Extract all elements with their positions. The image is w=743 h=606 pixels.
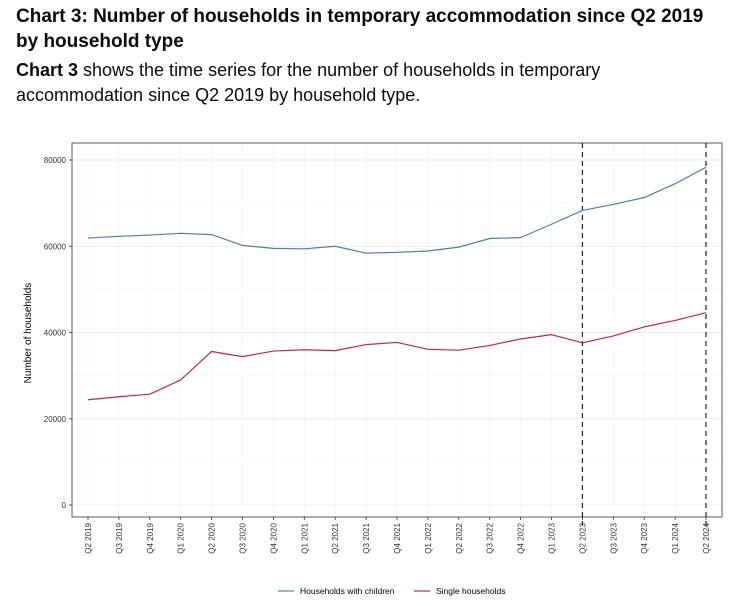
series-line-single-households [87,312,707,401]
x-tick-label: Q2 2021 [331,522,340,553]
x-tick-label: Q1 2021 [300,522,309,553]
y-tick-label: 80000 [44,156,67,165]
x-tick-label: Q2 2020 [208,522,217,553]
x-tick-label: Q4 2022 [517,522,526,553]
x-tick-label: Q2 2019 [84,522,93,553]
axes [69,142,723,520]
gridlines [72,143,722,517]
intro-text: shows the time series for the number of … [16,60,601,105]
x-tick-label: Q3 2022 [486,522,495,553]
x-tick-label: Q3 2020 [239,522,248,553]
x-tick-label: Q1 2023 [548,522,557,553]
legend-label-single-households: Single households [436,586,505,596]
x-tick-label: Q2 2024 [702,522,711,553]
y-tick-label: 0 [62,501,67,510]
reference-lines [581,143,707,527]
x-tick-label: Q2 2023 [578,522,587,553]
x-tick-label: Q2 2022 [455,522,464,553]
chart-reference: Chart 3 [16,60,79,80]
x-tick-label: Q1 2024 [671,522,680,553]
x-tick-label: Q4 2021 [393,522,402,553]
x-tick-label: Q4 2023 [640,522,649,553]
y-tick-label: 60000 [44,242,67,251]
chart-heading: Chart 3: Number of households in tempora… [16,6,704,52]
x-tick-label: Q3 2021 [362,522,371,553]
x-tick-label: Q1 2022 [424,522,433,553]
y-axis-title: Number of households [23,283,34,384]
y-tick-label: 40000 [44,329,67,338]
chart-intro: Chart 3 shows the time series for the nu… [16,58,716,108]
y-tick-label: 20000 [44,415,67,424]
x-tick-label: Q3 2019 [115,522,124,553]
x-tick-label: Q4 2020 [269,522,278,553]
series-lines [87,166,707,401]
x-tick-label: Q1 2020 [177,522,186,553]
tick-labels: 0 20000 40000 60000 80000 Q2 2019 Q3 2019 Q4 20… [44,156,711,554]
series-line-households-with-children [87,166,707,254]
legend: Households with children Single household… [278,586,505,596]
x-tick-label: Q3 2023 [609,522,618,553]
legend-label-households-with-children: Households with children [300,586,395,596]
x-tick-label: Q4 2019 [146,522,155,553]
